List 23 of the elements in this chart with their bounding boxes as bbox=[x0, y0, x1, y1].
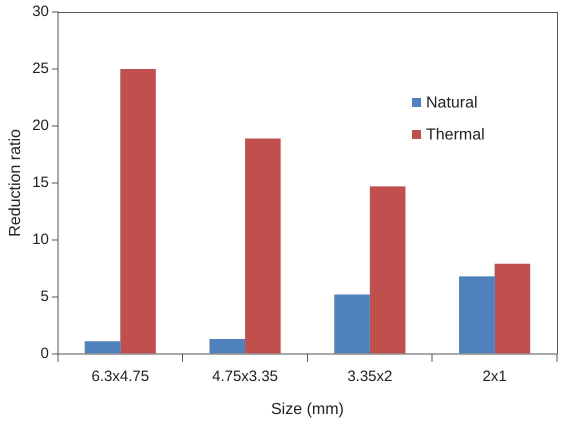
y-tick-label: 20 bbox=[32, 117, 49, 134]
legend-label: Natural bbox=[426, 94, 478, 112]
y-tick-label: 5 bbox=[40, 288, 49, 305]
bar bbox=[334, 294, 370, 354]
bar bbox=[209, 338, 246, 354]
x-tick-label: 4.75x3.35 bbox=[212, 368, 278, 385]
x-axis-title: Size (mm) bbox=[270, 400, 344, 418]
y-tick-label: 0 bbox=[40, 344, 49, 362]
bar bbox=[370, 186, 406, 354]
x-tick-label: 3.35x2 bbox=[347, 368, 392, 385]
x-tick-label: 2x1 bbox=[482, 368, 507, 385]
y-axis-title: Reduction ratio bbox=[7, 128, 24, 237]
bar bbox=[459, 276, 495, 354]
bar bbox=[494, 264, 530, 354]
legend-label: Thermal bbox=[426, 126, 485, 144]
y-tick-label: 10 bbox=[32, 231, 49, 248]
y-tick-label: 15 bbox=[32, 174, 49, 192]
bar bbox=[84, 341, 120, 354]
bar bbox=[120, 68, 156, 354]
x-tick-label: 6.3x4.75 bbox=[92, 368, 150, 385]
bar bbox=[245, 138, 281, 354]
y-tick-label: 25 bbox=[32, 60, 49, 78]
y-tick-label: 30 bbox=[32, 3, 49, 20]
